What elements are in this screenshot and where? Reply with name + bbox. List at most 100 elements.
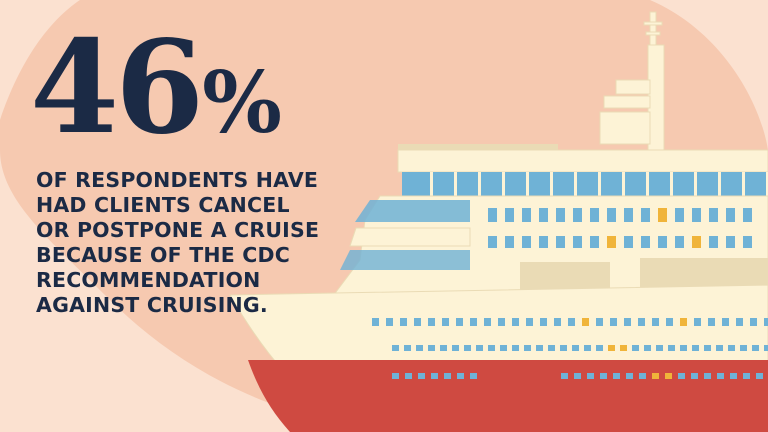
ship-window	[639, 373, 646, 379]
ship-window	[573, 236, 582, 248]
ship-window	[692, 208, 701, 222]
ship-window	[428, 318, 435, 326]
ship-window	[638, 318, 645, 326]
ship-window	[372, 318, 379, 326]
ship-window-band	[402, 172, 768, 196]
ship-window	[440, 345, 447, 351]
ship-window	[430, 172, 433, 196]
ship-window	[717, 373, 724, 379]
ship-window	[641, 236, 650, 248]
ship-window	[405, 373, 412, 379]
caption-line: RECOMMENDATION	[36, 268, 261, 292]
ship-window	[392, 345, 399, 351]
ship-window	[666, 318, 673, 326]
ship-window	[709, 208, 718, 222]
ship-window	[704, 373, 711, 379]
ship-bow-glass	[355, 200, 470, 222]
ship-window	[524, 345, 531, 351]
ship-window	[428, 345, 435, 351]
ship-window	[573, 208, 582, 222]
ship-window	[665, 373, 672, 379]
ship-window	[607, 208, 616, 222]
ship-window	[626, 373, 633, 379]
ship-window	[526, 172, 529, 196]
ship-window	[613, 373, 620, 379]
ship-upper-deck	[397, 149, 768, 173]
ship-window	[548, 345, 555, 351]
ship-window	[708, 318, 715, 326]
ship-cabin-row-2	[488, 236, 752, 248]
caption-line: HAD CLIENTS CANCEL	[36, 193, 290, 217]
ship-window	[709, 236, 718, 248]
ship-window	[554, 318, 561, 326]
ship-window	[414, 318, 421, 326]
ship-window	[539, 208, 548, 222]
ship-window	[632, 345, 639, 351]
ship-window	[457, 373, 464, 379]
ship-window	[476, 345, 483, 351]
ship-window	[488, 208, 497, 222]
ship-window	[656, 345, 663, 351]
ship-window	[716, 345, 723, 351]
caption-line: OF RESPONDENTS HAVE	[36, 168, 319, 192]
ship-window	[766, 172, 768, 196]
stat-number: 46	[30, 13, 204, 163]
caption-line: AGAINST CRUISING.	[36, 293, 268, 317]
ship-window	[522, 208, 531, 222]
ship-window	[470, 373, 477, 379]
ship-window	[675, 236, 684, 248]
ship-window	[550, 172, 553, 196]
ship-window	[556, 236, 565, 248]
ship-hull-red	[248, 360, 768, 432]
ship-portholes-1	[372, 318, 768, 326]
ship-window	[464, 345, 471, 351]
ship-window	[670, 172, 673, 196]
ship-window	[680, 345, 687, 351]
ship-window	[764, 318, 768, 326]
ship-window	[624, 318, 631, 326]
ship-window	[596, 318, 603, 326]
ship-portholes-3	[392, 373, 763, 379]
ship-window	[736, 318, 743, 326]
ship-window	[750, 318, 757, 326]
ship-window	[456, 318, 463, 326]
ship-window	[431, 373, 438, 379]
ship-window	[694, 318, 701, 326]
ship-window	[536, 345, 543, 351]
ship-window	[658, 208, 667, 222]
ship-window	[416, 345, 423, 351]
ship-window	[704, 345, 711, 351]
ship-window	[743, 208, 752, 222]
ship-window	[418, 373, 425, 379]
ship-window	[622, 172, 625, 196]
ship-bridge-decks	[599, 79, 651, 145]
ship-window	[598, 172, 601, 196]
ship-window	[587, 373, 594, 379]
ship-window	[743, 373, 750, 379]
ship-window	[610, 318, 617, 326]
ship-window	[694, 172, 697, 196]
ship-window	[752, 345, 759, 351]
ship-window	[572, 345, 579, 351]
ship-window	[386, 318, 393, 326]
ship-window	[658, 236, 667, 248]
ship-window	[400, 318, 407, 326]
ship-window	[678, 373, 685, 379]
ship-window	[691, 373, 698, 379]
ship-window	[596, 345, 603, 351]
ship-window	[624, 208, 633, 222]
ship-window	[624, 236, 633, 248]
ship-window	[444, 373, 451, 379]
background-blob-left	[0, 0, 80, 120]
ship-window	[675, 208, 684, 222]
ship-window	[641, 208, 650, 222]
ship-window	[478, 172, 481, 196]
ship-window	[574, 172, 577, 196]
ship-window	[582, 318, 589, 326]
ship-window	[539, 236, 548, 248]
ship-window	[718, 172, 721, 196]
ship-window	[540, 318, 547, 326]
ship-window-dividers	[430, 172, 768, 196]
ship-window	[488, 345, 495, 351]
